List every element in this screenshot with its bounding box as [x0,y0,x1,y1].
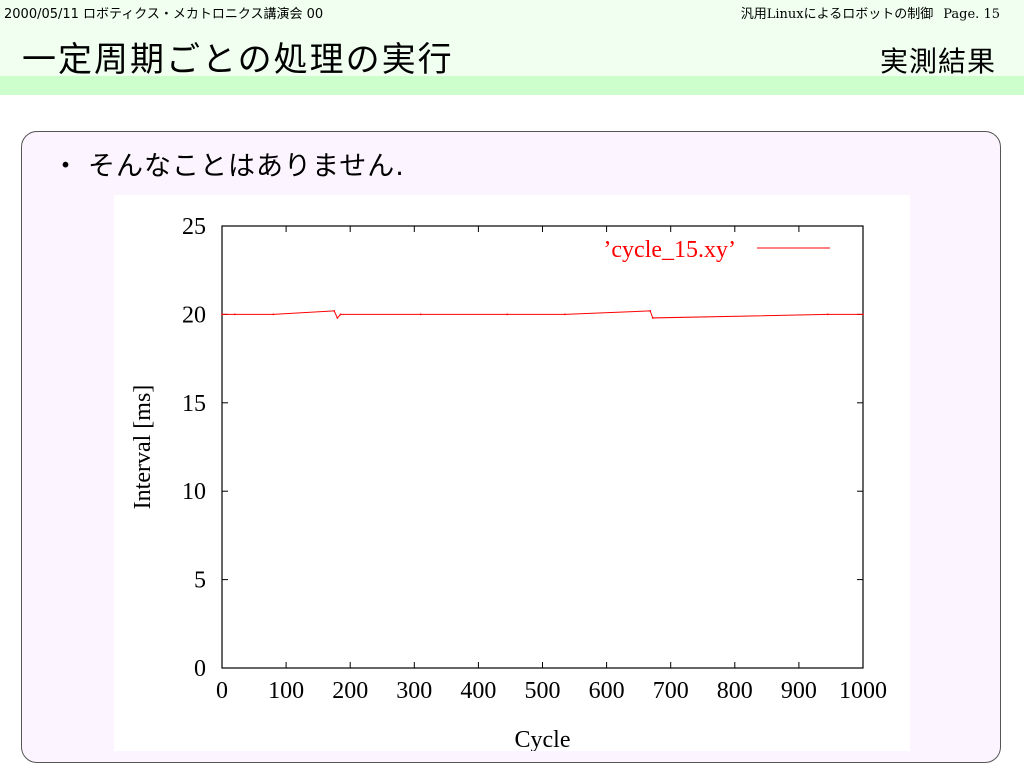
bullet-mark: ・ [52,151,80,182]
y-tick-label: 15 [182,391,206,417]
x-tick-label: 800 [717,678,753,704]
data-point [826,313,829,316]
talk-title: 汎用Linuxによるロボットの制御 [740,7,934,22]
axis-ticks: 0 100 200 300 400 500 600 700 800 900 1000 0 5 10 15 20… [182,214,887,704]
data-point [862,313,864,316]
plot-area [221,225,864,669]
data-point [333,309,336,312]
bullet-text: そんなことはありません. [88,151,405,182]
plot-frame [221,225,864,669]
page-number: Page. 15 [943,7,1000,22]
data-point [651,317,654,319]
x-tick-label: 500 [525,678,561,704]
bullet-item: ・そんなことはありません. [52,144,405,183]
legend: ’cycle_15.xy’ [603,237,830,263]
x-tick-label: 600 [589,678,625,704]
header-band [0,0,1024,76]
x-tick-label: 0 [216,678,228,704]
header-stripe [0,76,1024,95]
slide-subtitle: 実測結果 [879,45,996,78]
interval-chart: 0 100 200 300 400 500 600 700 800 900 1000 0 5 10 15 20… [130,214,887,753]
x-tick-label: 700 [653,678,689,704]
x-tick-label: 100 [268,678,304,704]
x-tick-label: 900 [781,678,817,704]
x-tick-label: 300 [396,678,432,704]
y-tick-label: 0 [194,656,206,682]
x-tick-label: 1000 [839,678,887,704]
data-point [272,313,275,316]
data-point [419,313,422,316]
series-line [222,310,863,319]
talk-title-label: 汎用Linuxによるロボットの制御 Page. 15 [741,3,1000,22]
y-tick-label: 10 [182,479,206,505]
data-point [564,313,566,316]
data-point [233,313,236,316]
data-point [339,313,342,316]
chart-card: 0 100 200 300 400 500 600 700 800 900 1000 0 5 10 15 20… [114,195,910,753]
series-group [221,309,864,319]
x-tick-label: 200 [332,678,368,704]
x-tick-label: 400 [460,678,496,704]
x-axis-label: Cycle [515,727,571,751]
legend-label: ’cycle_15.xy’ [603,237,736,263]
data-point [221,313,223,316]
data-point [336,317,339,319]
y-tick-label: 25 [182,214,206,240]
y-tick-label: 20 [182,302,206,328]
data-point [649,309,652,312]
y-tick-label: 5 [194,568,206,594]
data-point [506,313,509,316]
slide-title: 一定周期ごとの処理の実行 [22,40,454,80]
event-date-label: 2000/05/11 ロボティクス・メカトロニクス講演会 00 [4,7,324,22]
y-axis-label: Interval [ms] [130,385,156,510]
